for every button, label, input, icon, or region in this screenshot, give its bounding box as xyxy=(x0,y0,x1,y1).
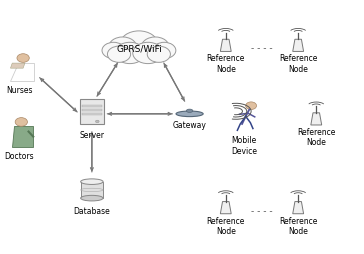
Circle shape xyxy=(109,38,136,57)
Circle shape xyxy=(142,38,169,57)
Ellipse shape xyxy=(81,179,103,185)
Circle shape xyxy=(120,32,158,58)
Text: Reference
Node: Reference Node xyxy=(279,54,317,74)
Circle shape xyxy=(15,118,27,127)
Circle shape xyxy=(115,43,145,64)
Text: Reference
Node: Reference Node xyxy=(207,54,245,74)
Polygon shape xyxy=(11,64,34,82)
Circle shape xyxy=(17,55,29,63)
Bar xyxy=(82,106,102,108)
Polygon shape xyxy=(220,40,231,52)
Ellipse shape xyxy=(186,110,193,113)
Polygon shape xyxy=(220,202,231,214)
Circle shape xyxy=(107,47,131,63)
Circle shape xyxy=(133,43,163,64)
Text: Reference
Node: Reference Node xyxy=(297,128,336,147)
Text: - - - -: - - - - xyxy=(251,206,273,215)
Text: Doctors: Doctors xyxy=(5,151,34,160)
Text: Nurses: Nurses xyxy=(6,85,33,94)
Text: Server: Server xyxy=(79,131,104,140)
Circle shape xyxy=(95,121,99,123)
Text: Gateway: Gateway xyxy=(173,121,206,130)
Polygon shape xyxy=(293,202,304,214)
Circle shape xyxy=(153,43,176,59)
Polygon shape xyxy=(11,64,25,69)
Text: GPRS/WiFi: GPRS/WiFi xyxy=(116,44,162,53)
Circle shape xyxy=(147,47,170,63)
Bar xyxy=(82,114,102,116)
Ellipse shape xyxy=(81,196,103,201)
Bar xyxy=(82,110,102,112)
Polygon shape xyxy=(311,113,322,125)
Text: Mobile
Device: Mobile Device xyxy=(231,136,257,155)
Text: Database: Database xyxy=(74,206,110,215)
Circle shape xyxy=(246,103,257,110)
Text: Reference
Node: Reference Node xyxy=(207,216,245,235)
Ellipse shape xyxy=(176,112,203,117)
Text: - - - -: - - - - xyxy=(251,44,273,53)
Circle shape xyxy=(102,43,125,59)
Polygon shape xyxy=(293,40,304,52)
Bar xyxy=(80,99,104,124)
Bar xyxy=(81,182,103,198)
Polygon shape xyxy=(12,126,33,147)
Text: Reference
Node: Reference Node xyxy=(279,216,317,235)
